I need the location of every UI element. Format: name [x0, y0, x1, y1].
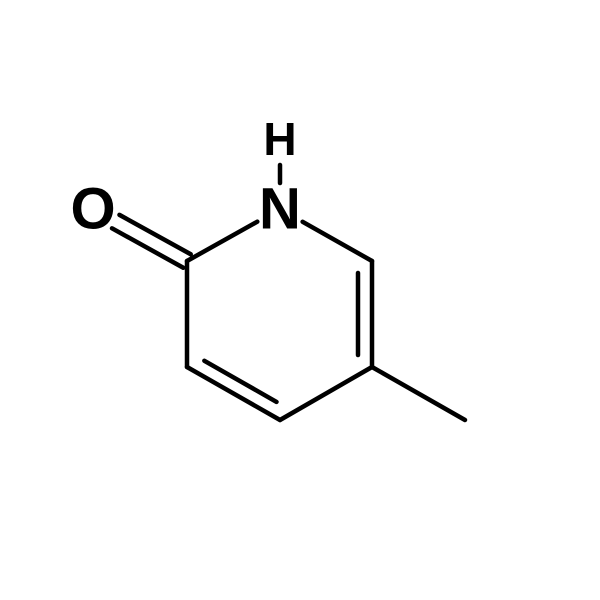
bond: [119, 215, 190, 254]
atom-label-h: H: [263, 113, 296, 165]
atom-label-o: O: [70, 177, 115, 242]
atom-label-n: N: [259, 177, 301, 242]
molecule-diagram: NH O: [0, 0, 600, 600]
bond: [303, 222, 372, 261]
atom-labels-layer: NH O: [70, 113, 301, 242]
bond: [280, 367, 372, 420]
bond: [187, 222, 257, 261]
bond: [372, 367, 465, 420]
bond: [112, 228, 183, 267]
